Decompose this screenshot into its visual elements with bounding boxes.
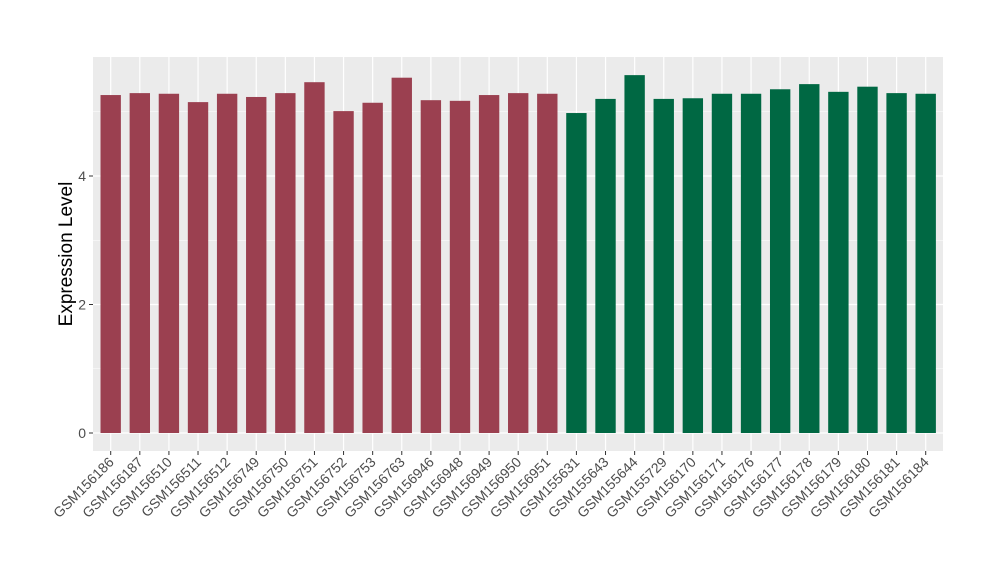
bar-GSM155631: [566, 113, 587, 433]
bar-GSM156753: [362, 102, 383, 433]
y-axis-label: Expression Level: [56, 182, 77, 327]
bar-GSM156181: [886, 93, 907, 434]
bar-GSM156512: [216, 93, 238, 433]
bar-GSM156950: [508, 93, 529, 434]
bar-GSM156510: [158, 93, 180, 433]
bar-GSM156178: [799, 84, 820, 433]
bar-GSM156170: [682, 98, 704, 433]
bar-GSM156951: [537, 93, 558, 433]
bar-GSM156749: [246, 96, 267, 433]
bar-GSM156511: [187, 102, 209, 434]
bar-GSM156946: [420, 100, 442, 433]
bar-GSM156750: [275, 93, 296, 434]
bar-GSM156184: [915, 93, 936, 433]
bar-GSM155729: [653, 98, 674, 434]
bar-GSM156177: [769, 89, 791, 433]
bar-GSM156186: [100, 95, 121, 434]
bar-GSM156180: [857, 86, 878, 433]
bar-GSM156176: [740, 93, 762, 433]
bar-GSM155644: [624, 75, 645, 433]
bar-GSM156752: [333, 111, 354, 434]
bar-GSM156949: [478, 95, 500, 434]
bar-GSM156751: [304, 82, 325, 433]
y-tick-label: 0: [78, 425, 86, 441]
bar-GSM156187: [129, 93, 150, 434]
bar-GSM156171: [711, 93, 733, 433]
bar-GSM156948: [449, 100, 471, 433]
bar-GSM156763: [391, 77, 412, 433]
y-tick-label: 2: [78, 297, 86, 313]
bar-GSM155643: [595, 98, 616, 434]
y-tick-label: 4: [78, 168, 86, 184]
bar-GSM156179: [828, 91, 849, 434]
